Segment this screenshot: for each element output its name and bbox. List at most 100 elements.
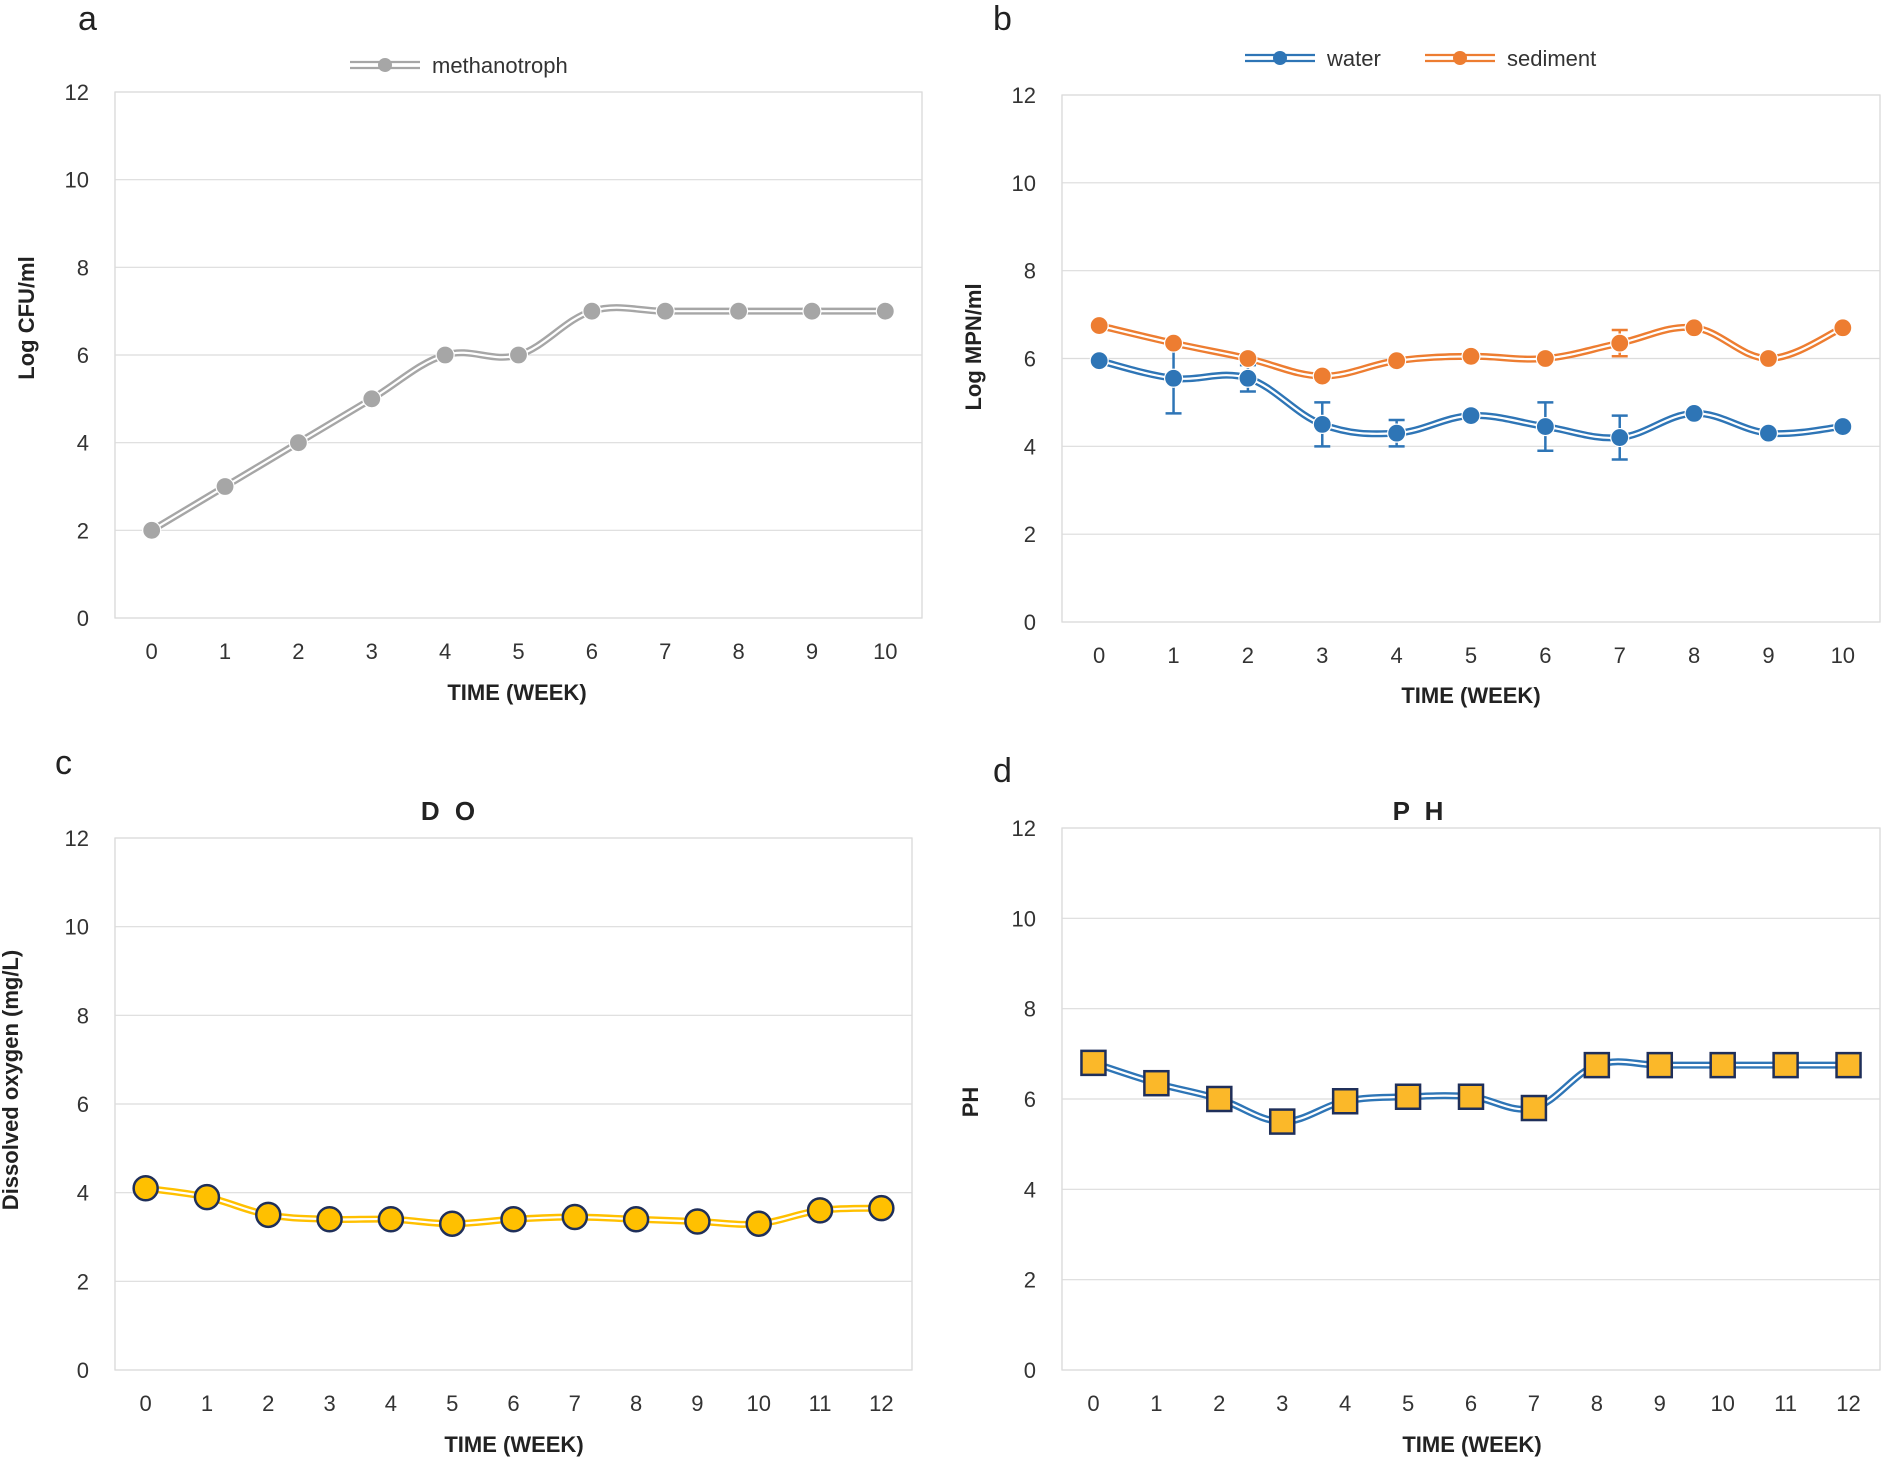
y-tick-label: 2 [1024,1268,1036,1293]
x-tick-label: 8 [1591,1391,1603,1416]
data-point [1206,1085,1233,1113]
y-tick-label: 12 [1012,816,1036,841]
data-point [1684,318,1704,338]
y-tick-label: 2 [77,518,89,543]
x-tick-label: 4 [385,1391,397,1416]
x-tick-label: 3 [323,1391,335,1416]
data-point [622,1206,650,1233]
y-tick-label: 6 [77,1092,89,1117]
data-point [288,433,309,453]
data-point [1520,1094,1548,1122]
x-tick-label: 1 [219,639,231,664]
x-tick-label: 0 [140,1391,152,1416]
series-DO [132,1174,895,1237]
data-point [1610,427,1630,448]
x-tick-label: 4 [439,639,451,664]
y-tick-label: 8 [1024,259,1036,284]
data-point [1684,403,1704,423]
legend-item: water [1245,46,1381,71]
data-point [1089,315,1109,336]
data-point [1387,351,1407,371]
data-point [362,389,382,409]
x-tick-label: 2 [1213,1391,1225,1416]
data-point [193,1183,221,1211]
data-point [316,1206,343,1233]
x-tick-label: 11 [1774,1391,1797,1416]
chart-title: P H [1393,796,1448,826]
data-point [1709,1051,1736,1079]
legend: water sediment [1245,46,1596,71]
data-point [1772,1051,1799,1079]
x-tick-label: 7 [1614,643,1626,668]
y-tick-label: 12 [65,826,89,851]
data-point [1268,1108,1296,1135]
data-point [1387,423,1407,443]
legend-label: methanotroph [432,53,568,78]
data-point [1833,318,1853,338]
y-tick-label: 10 [1012,171,1036,196]
data-point [1312,414,1332,434]
data-point [377,1206,405,1233]
x-tick-label: 11 [809,1391,832,1416]
x-tick-label: 8 [630,1391,642,1416]
x-tick-label: 1 [1150,1391,1162,1416]
data-point [1089,351,1109,371]
x-axis-title: TIME (WEEK) [1401,683,1540,708]
data-point [1833,416,1853,437]
x-tick-label: 6 [507,1391,519,1416]
data-point [1080,1049,1107,1077]
data-point [142,520,162,540]
data-point [728,301,749,321]
y-tick-label: 8 [77,255,89,280]
data-point [561,1203,589,1231]
y-tick-label: 2 [1024,522,1036,547]
data-point [1610,333,1630,353]
x-tick-label: 6 [1539,643,1551,668]
y-tick-label: 6 [77,343,89,368]
x-tick-label: 0 [1093,643,1105,668]
x-tick-label: 5 [1465,643,1477,668]
data-point [1758,423,1779,443]
x-tick-label: 2 [1242,643,1254,668]
data-point [508,345,529,365]
series-methanotroph [142,301,895,540]
data-point [132,1174,159,1202]
x-tick-label: 3 [366,639,378,664]
y-tick-label: 8 [1024,997,1036,1022]
x-tick-label: 6 [1465,1391,1477,1416]
data-point [1758,348,1779,369]
x-tick-label: 3 [1316,643,1328,668]
x-tick-label: 9 [806,639,818,664]
y-tick-label: 10 [65,915,89,940]
data-point [582,301,602,321]
y-tick-label: 10 [65,168,89,193]
y-tick-label: 8 [77,1003,89,1028]
x-tick-label: 3 [1276,1391,1288,1416]
x-tick-label: 8 [1688,643,1700,668]
data-point [438,1210,466,1237]
data-point [684,1208,711,1235]
data-point [655,301,675,321]
legend-item: methanotroph [350,53,568,78]
legend-item: sediment [1425,46,1596,71]
y-tick-label: 0 [77,1358,89,1383]
data-point [1457,1083,1485,1110]
x-tick-label: 9 [1654,1391,1666,1416]
data-point [1646,1051,1674,1079]
x-tick-label: 2 [292,639,304,664]
y-tick-label: 10 [1012,906,1036,931]
data-point [1835,1051,1862,1079]
x-tick-label: 6 [586,639,598,664]
x-tick-label: 1 [1167,643,1179,668]
legend: methanotroph [350,53,568,78]
data-point [435,345,455,365]
x-tick-label: 4 [1339,1391,1351,1416]
y-axis-title: Log CFU/ml [14,256,39,379]
panel-label: a [78,0,97,38]
series-water [1089,341,1853,461]
x-tick-label: 12 [1836,1391,1860,1416]
